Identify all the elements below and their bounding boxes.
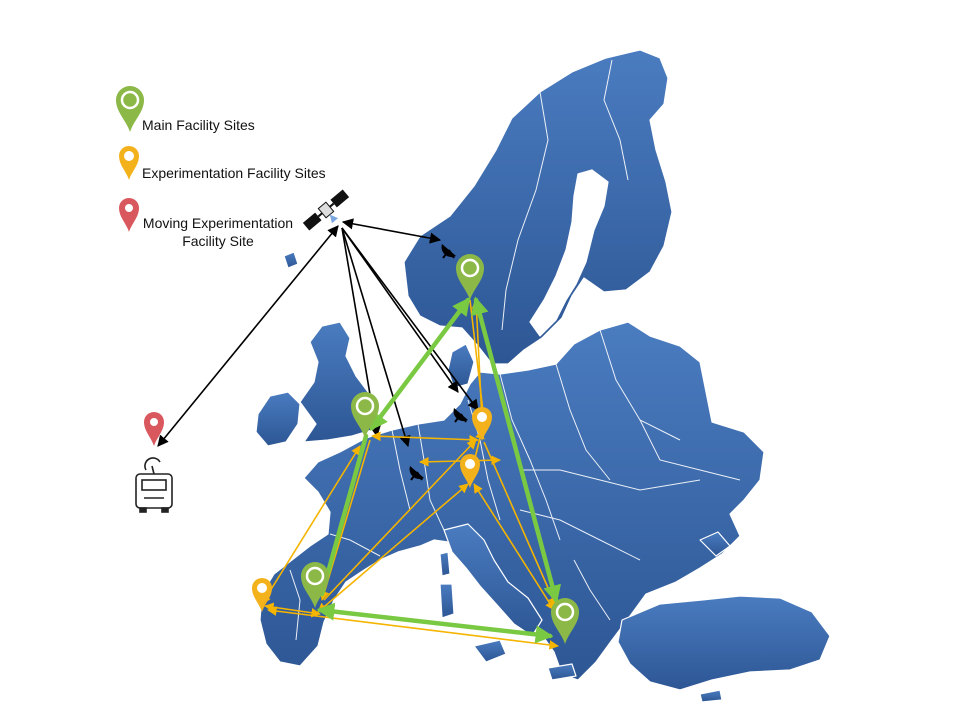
map-pin-icon	[351, 392, 379, 438]
map-pin-icon	[116, 86, 144, 132]
map-pin-icon	[472, 407, 492, 441]
landmass	[255, 49, 831, 703]
experimentation-sites	[119, 146, 492, 612]
main-sites	[116, 86, 579, 644]
ground-antenna-icon	[409, 466, 424, 481]
legend-main-label: Main Facility Sites	[142, 117, 255, 133]
ground-antenna-icon	[453, 408, 468, 423]
sicily	[473, 639, 507, 663]
ground-antenna-icon	[441, 244, 456, 259]
legend-exp-label: Experimentation Facility Sites	[142, 165, 326, 181]
legend-moving-line2: Facility Site	[182, 233, 254, 249]
sardinia	[439, 583, 455, 619]
map-pin-icon	[456, 254, 484, 300]
denmark	[447, 343, 475, 389]
van-icon	[135, 457, 173, 513]
legend-moving-label: Moving Experimentation Facility Site	[134, 214, 302, 250]
map-pin-icon	[119, 198, 139, 232]
legend-moving-line1: Moving Experimentation	[142, 215, 294, 231]
moving-sites	[119, 198, 164, 446]
satellite-icon	[302, 189, 350, 231]
map-pin-icon	[301, 562, 329, 608]
map-pin-icon	[252, 578, 272, 612]
main-links	[316, 296, 561, 644]
map-pin-icon	[460, 454, 480, 488]
turkey	[617, 595, 831, 691]
map-pin-icon	[144, 412, 164, 446]
map-pin-icon	[119, 146, 139, 180]
map-pin-icon	[551, 598, 579, 644]
corsica	[439, 551, 451, 577]
ground-antennas	[409, 244, 468, 481]
ireland	[255, 391, 301, 447]
